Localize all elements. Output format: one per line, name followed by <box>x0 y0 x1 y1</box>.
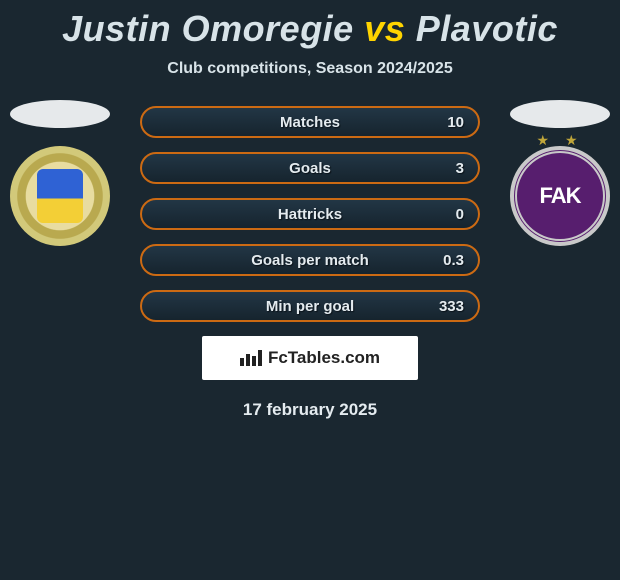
chart-icon <box>240 350 262 366</box>
stat-row-goals: Goals 3 <box>140 152 480 184</box>
player1-name: Justin Omoregie <box>62 8 354 49</box>
player2-slot: ★ ★ FAK <box>510 100 610 246</box>
stat-right-value: 0.3 <box>443 252 464 269</box>
stat-label: Min per goal <box>266 298 354 315</box>
stat-label: Matches <box>280 114 340 131</box>
stat-right-value: 10 <box>447 114 464 131</box>
vs-text: vs <box>364 8 405 49</box>
player2-club-badge: ★ ★ FAK <box>510 146 610 246</box>
club-monogram: FAK <box>540 183 581 209</box>
subtitle: Club competitions, Season 2024/2025 <box>0 60 620 78</box>
stat-right-value: 333 <box>439 298 464 315</box>
snapshot-date: 17 february 2025 <box>0 400 620 420</box>
comparison-title: Justin Omoregie vs Plavotic <box>0 0 620 50</box>
stat-row-goals-per-match: Goals per match 0.3 <box>140 244 480 276</box>
stat-right-value: 0 <box>456 206 464 223</box>
player1-slot <box>10 100 110 246</box>
stat-row-hattricks: Hattricks 0 <box>140 198 480 230</box>
brand-text: FcTables.com <box>268 348 380 368</box>
comparison-content: ★ ★ FAK Matches 10 Goals 3 Hattricks 0 G… <box>0 106 620 420</box>
stat-label: Goals <box>289 160 331 177</box>
stat-label: Hattricks <box>278 206 342 223</box>
stat-label: Goals per match <box>251 252 369 269</box>
player2-name: Plavotic <box>416 8 558 49</box>
stat-right-value: 3 <box>456 160 464 177</box>
club-stars-icon: ★ ★ <box>537 132 584 149</box>
player1-photo-placeholder <box>10 100 110 128</box>
source-brand-box: FcTables.com <box>202 336 418 380</box>
stat-row-min-per-goal: Min per goal 333 <box>140 290 480 322</box>
stat-bars: Matches 10 Goals 3 Hattricks 0 Goals per… <box>140 106 480 322</box>
player2-photo-placeholder <box>510 100 610 128</box>
stat-row-matches: Matches 10 <box>140 106 480 138</box>
player1-club-badge <box>10 146 110 246</box>
